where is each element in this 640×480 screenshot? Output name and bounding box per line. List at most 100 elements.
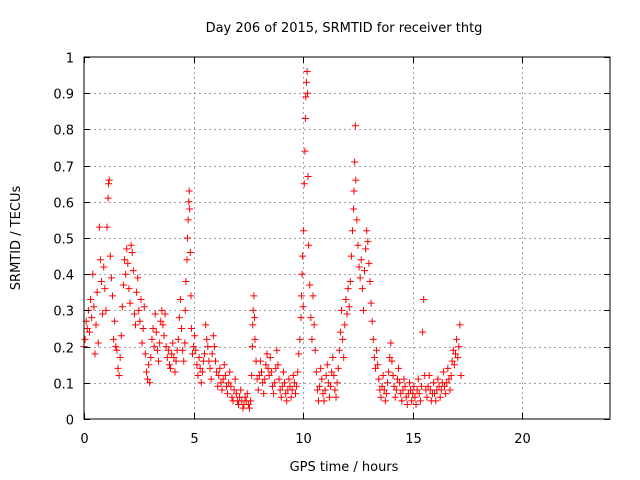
data-point	[209, 332, 217, 340]
data-point	[260, 390, 268, 398]
data-point	[110, 335, 118, 343]
data-point	[107, 274, 115, 282]
data-point	[266, 353, 274, 361]
data-point	[449, 346, 457, 354]
y-tick-label: 0.4	[53, 269, 74, 284]
data-point	[83, 325, 91, 332]
data-point	[111, 317, 119, 325]
data-point	[167, 364, 175, 372]
data-point	[232, 390, 240, 398]
data-point	[161, 310, 169, 318]
data-point	[356, 274, 364, 282]
data-point	[262, 361, 270, 369]
data-point	[94, 339, 102, 347]
data-point	[373, 346, 381, 354]
data-point	[294, 368, 302, 376]
data-point	[218, 386, 226, 394]
data-point	[350, 187, 358, 195]
data-point	[98, 277, 106, 285]
data-point	[230, 386, 238, 394]
data-point	[123, 245, 131, 253]
data-point	[119, 281, 127, 289]
data-point	[309, 292, 317, 300]
data-point	[91, 350, 99, 358]
data-point	[185, 198, 193, 206]
data-point	[400, 375, 408, 383]
data-point	[366, 277, 374, 285]
data-point	[193, 361, 201, 369]
data-point	[165, 361, 173, 369]
data-point	[414, 375, 422, 383]
data-point	[388, 357, 396, 365]
data-point	[186, 205, 194, 213]
data-point	[124, 259, 132, 267]
data-point	[270, 390, 278, 398]
data-point	[141, 350, 149, 358]
data-point	[318, 375, 326, 383]
data-point	[336, 328, 344, 336]
data-point	[297, 292, 305, 300]
data-point	[322, 372, 330, 380]
data-point	[137, 296, 145, 304]
data-point	[456, 321, 464, 329]
data-point	[282, 390, 290, 398]
data-point	[434, 375, 442, 383]
data-point	[430, 379, 438, 387]
data-point	[425, 372, 433, 380]
data-point	[185, 187, 193, 195]
data-point	[385, 368, 393, 376]
data-point	[437, 386, 445, 394]
x-tick-label: 0	[80, 432, 88, 447]
data-point	[169, 339, 177, 347]
data-point	[288, 386, 296, 394]
data-point	[175, 314, 183, 322]
data-point	[416, 397, 424, 405]
data-point	[267, 368, 275, 376]
data-point	[405, 379, 413, 387]
data-point	[203, 335, 211, 343]
data-point	[147, 353, 155, 361]
data-point	[340, 353, 348, 361]
data-point	[239, 404, 247, 412]
x-tick-label: 5	[190, 432, 198, 447]
data-point	[216, 364, 224, 372]
data-point	[132, 321, 140, 329]
data-point	[160, 332, 168, 340]
data-point	[415, 390, 423, 398]
data-point	[138, 339, 146, 347]
data-point	[289, 372, 297, 380]
data-point	[397, 390, 405, 398]
data-point	[133, 288, 141, 296]
data-point	[352, 176, 360, 184]
data-point	[368, 317, 376, 325]
data-point	[412, 401, 420, 409]
data-point	[256, 357, 264, 365]
data-point	[382, 390, 390, 398]
data-point	[300, 227, 308, 235]
plot-frame	[83, 56, 611, 420]
data-point	[163, 353, 171, 361]
data-point	[105, 180, 113, 188]
tick-labels: 00.10.20.30.40.50.60.70.80.910 5 10 15 20	[53, 52, 530, 448]
data-point	[311, 346, 319, 354]
data-point	[307, 314, 315, 322]
data-point	[146, 379, 154, 387]
data-point	[343, 310, 351, 318]
x-tick-label: 10	[295, 432, 312, 447]
data-point	[359, 306, 367, 314]
data-point	[170, 353, 178, 361]
data-point	[135, 306, 143, 314]
data-point	[157, 317, 165, 325]
data-point	[116, 353, 124, 361]
data-point	[106, 252, 114, 260]
data-point	[245, 404, 253, 412]
data-point	[407, 386, 415, 394]
data-point	[426, 386, 434, 394]
data-point	[321, 386, 329, 394]
data-point	[215, 372, 223, 380]
y-tick-label: 0.3	[53, 305, 74, 320]
data-point	[134, 274, 142, 282]
x-tick-label: 20	[514, 432, 531, 447]
data-point	[276, 386, 284, 394]
data-point	[332, 393, 340, 401]
